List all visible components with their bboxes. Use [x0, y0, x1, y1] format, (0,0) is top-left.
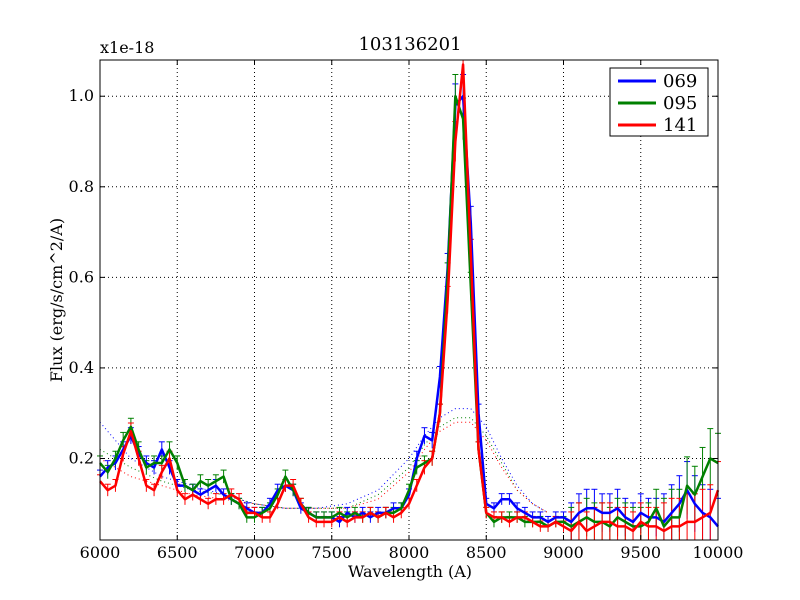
y-tick-label: 1.0 — [69, 86, 94, 105]
x-tick-label: 7500 — [311, 543, 352, 562]
x-tick-label: 7000 — [234, 543, 275, 562]
axis-ticks: 6000 6500 7000 7500 8000 8500 9000 9500 10000 0.2… — [69, 60, 744, 562]
x-tick-label: 9500 — [620, 543, 661, 562]
x-axis-label: Wavelength (A) — [348, 562, 472, 581]
y-tick-label: 0.8 — [69, 177, 94, 196]
model-curve — [99, 421, 549, 514]
series-line-069 — [99, 94, 719, 528]
series-line-095 — [99, 94, 719, 528]
x-tick-label: 6000 — [80, 543, 121, 562]
y-tick-label: 0.4 — [69, 358, 94, 377]
y-axis-label: Flux (erg/s/cm^2/A) — [47, 218, 66, 382]
x-tick-label: 8000 — [389, 543, 430, 562]
x-tick-label: 8500 — [466, 543, 507, 562]
chart-title: 103136201 — [358, 34, 461, 55]
x-tick-label: 10000 — [693, 543, 744, 562]
x-tick-label: 6500 — [157, 543, 198, 562]
y-tick-label: 0.6 — [69, 267, 94, 286]
legend-label-095: 095 — [663, 93, 697, 114]
legend-label-141: 141 — [663, 115, 697, 136]
y-tick-label: 0.2 — [69, 448, 94, 467]
offset-text: x1e-18 — [100, 38, 154, 57]
series-lines — [99, 63, 720, 533]
model-curve — [99, 408, 549, 514]
model-curve — [99, 417, 549, 514]
model-curves — [99, 408, 549, 514]
legend-label-069: 069 — [663, 71, 697, 92]
legend: 069 095 141 — [609, 67, 709, 137]
series-line-141 — [99, 63, 720, 533]
x-tick-label: 9000 — [543, 543, 584, 562]
